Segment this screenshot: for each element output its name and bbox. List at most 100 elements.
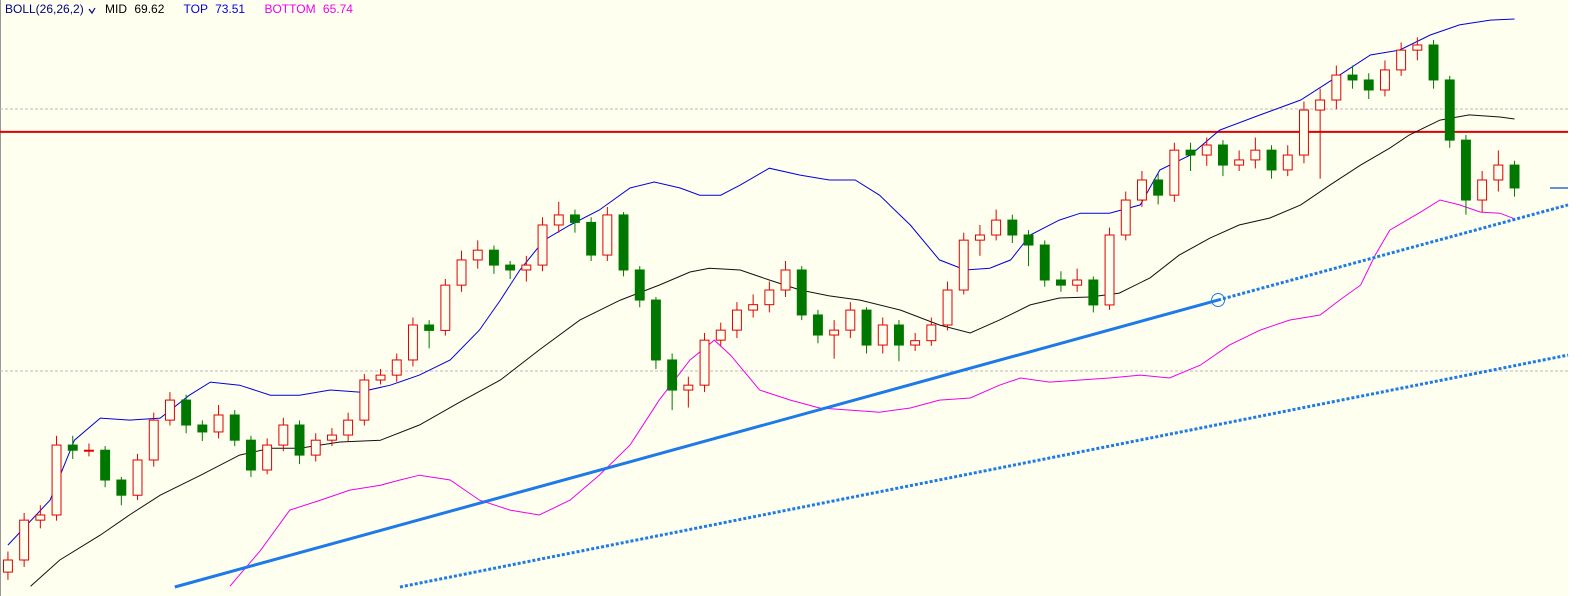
- indicator-menu-icon[interactable]: [88, 7, 96, 15]
- candle-body: [213, 414, 224, 433]
- candle-body: [1493, 164, 1504, 181]
- candle: [505, 260, 516, 279]
- candle-body: [1088, 279, 1099, 306]
- candle-body: [100, 449, 111, 481]
- candle-body: [699, 339, 710, 386]
- candle-body: [1298, 109, 1309, 156]
- candle-body: [910, 340, 921, 346]
- candle-body: [164, 399, 175, 421]
- top-label: TOP: [184, 2, 208, 16]
- candle: [1039, 240, 1050, 287]
- plot-layer: [0, 18, 1569, 589]
- candle-body: [116, 479, 127, 496]
- candle-body: [861, 309, 872, 346]
- candle: [472, 240, 483, 269]
- candle-body: [942, 289, 953, 326]
- candle: [1153, 173, 1164, 205]
- candle: [116, 476, 127, 506]
- candle-body: [1460, 139, 1471, 201]
- candle: [100, 446, 111, 488]
- candle-body: [667, 359, 678, 391]
- candle: [1136, 170, 1147, 207]
- candle-body: [521, 264, 532, 271]
- candle-body: [391, 359, 402, 376]
- candle: [262, 438, 273, 475]
- candle-body: [1266, 149, 1277, 171]
- candle-body: [310, 439, 321, 456]
- candle-body: [472, 249, 483, 261]
- candle: [650, 296, 661, 369]
- candle: [197, 420, 208, 441]
- candle-body: [1201, 144, 1212, 156]
- candle-body: [1282, 154, 1293, 171]
- candle: [602, 206, 613, 261]
- candle: [699, 332, 710, 393]
- candle-body: [1428, 44, 1439, 81]
- candle: [1250, 137, 1261, 169]
- candle: [942, 281, 953, 331]
- candle: [213, 404, 224, 439]
- candle-body: [926, 324, 937, 342]
- trend-line: [174, 298, 1219, 589]
- candle-body: [148, 419, 159, 461]
- candle-body: [1315, 99, 1326, 111]
- candle-body: [1444, 79, 1455, 141]
- candle-body: [1396, 49, 1407, 71]
- candle: [845, 302, 856, 339]
- candle: [1347, 65, 1358, 89]
- candle-body: [586, 221, 597, 256]
- candle: [1298, 101, 1309, 164]
- candle-body: [537, 224, 548, 266]
- trend-line-handle: [1211, 293, 1226, 308]
- candle: [294, 420, 305, 465]
- candle-body: [1120, 199, 1131, 236]
- candle: [1201, 137, 1212, 166]
- candle: [1055, 271, 1066, 292]
- candle: [359, 374, 370, 426]
- candle-body: [618, 214, 629, 271]
- candle-body: [375, 374, 386, 381]
- candle: [456, 250, 467, 292]
- candle: [553, 201, 564, 233]
- candle: [1477, 170, 1488, 213]
- candle-body: [424, 324, 435, 331]
- candle: [974, 224, 985, 256]
- candle: [2, 551, 13, 580]
- candle: [1104, 227, 1115, 310]
- candle: [245, 435, 256, 477]
- candle-body: [343, 419, 354, 436]
- candle-body: [974, 234, 985, 241]
- candle: [861, 307, 872, 354]
- candle: [1379, 60, 1390, 97]
- candle: [1444, 75, 1455, 148]
- candle: [375, 368, 386, 385]
- candle: [569, 209, 580, 233]
- candle-body: [505, 264, 516, 271]
- candle-body: [456, 259, 467, 286]
- candle-body: [1039, 244, 1050, 281]
- candle-body: [229, 414, 240, 441]
- candle: [537, 217, 548, 272]
- candle-body: [35, 514, 46, 521]
- candle-body: [877, 324, 888, 346]
- candle: [1266, 145, 1277, 179]
- candle: [683, 376, 694, 408]
- candle-body: [181, 399, 192, 426]
- candle-body: [1217, 144, 1228, 166]
- candle-body: [634, 269, 645, 301]
- candle-body: [650, 299, 661, 361]
- candle: [148, 412, 159, 467]
- indicator-name: BOLL(26,26,2): [5, 2, 84, 16]
- candle: [586, 217, 597, 261]
- candle: [715, 322, 726, 346]
- candle: [1217, 140, 1228, 177]
- candle-body: [488, 249, 499, 266]
- candle: [731, 302, 742, 339]
- mid-value: 69.62: [134, 2, 164, 16]
- candle-body: [1363, 79, 1374, 91]
- candle-body: [893, 324, 904, 346]
- trend-line: [1217, 203, 1569, 302]
- candle-body: [83, 449, 94, 452]
- candle-body: [991, 219, 1002, 236]
